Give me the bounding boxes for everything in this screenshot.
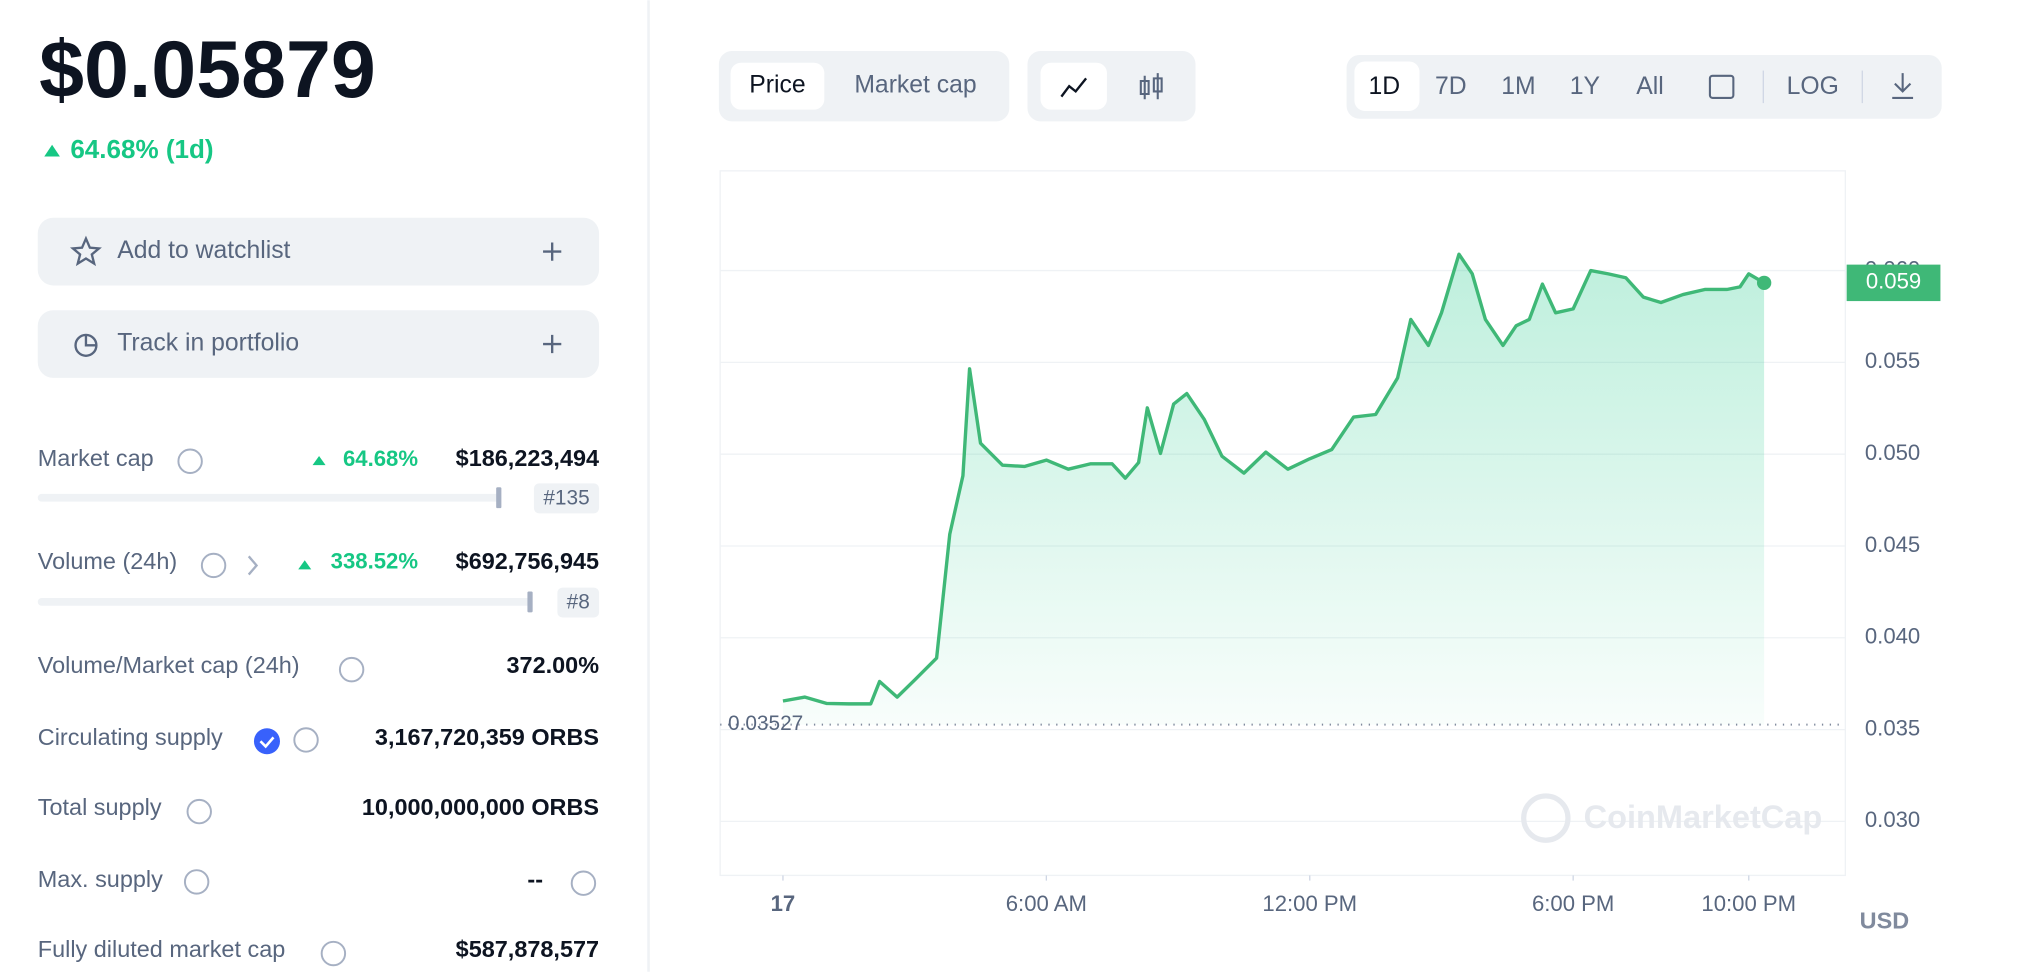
y-tick-label: 0.055	[1865, 348, 1920, 373]
range-group	[1346, 54, 1942, 119]
candle-icon[interactable]	[1139, 73, 1163, 100]
current-label: 0.059	[1866, 269, 1921, 294]
y-tick-label: 0.050	[1865, 440, 1920, 465]
rank-badge	[533, 483, 600, 514]
plot-frame	[719, 170, 1847, 877]
portfolio-button[interactable]	[37, 310, 600, 378]
stat-value: 3,167,720,359 ORBS	[375, 724, 599, 750]
star-icon	[69, 235, 102, 267]
range[interactable]: LOG	[1787, 73, 1839, 100]
x-tick-label: 12:00 PM	[1262, 891, 1357, 916]
button-label: Add to watchlist	[117, 237, 290, 264]
plus-icon	[543, 242, 562, 261]
plus-icon	[543, 334, 562, 354]
stat-value: --	[527, 866, 543, 892]
range[interactable]: 7D	[1435, 73, 1467, 100]
stat-value: 10,000,000,000 ORBS	[362, 794, 599, 820]
chevron[interactable]	[247, 555, 259, 576]
up-arrow	[312, 456, 326, 466]
button-label: Track in portfolio	[117, 330, 299, 357]
tab[interactable]: Price	[749, 72, 805, 99]
rank-bar	[37, 597, 533, 606]
stat-change: 338.52%	[331, 549, 419, 574]
verified-check	[259, 736, 275, 749]
info-icon	[186, 798, 212, 825]
info-icon	[570, 870, 597, 896]
pie-icon-slice	[84, 334, 97, 347]
range[interactable]: 1Y	[1570, 73, 1600, 100]
watermark-logo	[1521, 793, 1571, 843]
tab[interactable]: Market cap	[854, 72, 976, 99]
plot: 0.0300.0350.0400.0450.0500.0550.060176:0…	[720, 252, 1941, 933]
stat-label: Total supply	[38, 794, 162, 820]
stat-label: Market cap	[38, 445, 154, 471]
stat-label: Volume/Market cap (24h)	[38, 652, 300, 678]
y-tick-label: 0.040	[1865, 624, 1920, 649]
download-icon[interactable]	[1892, 73, 1914, 99]
stat-change: 64.68%	[343, 446, 418, 471]
calendar-icon[interactable]	[1708, 74, 1735, 99]
y-tick-label: 0.030	[1865, 807, 1920, 832]
range[interactable]: All	[1636, 73, 1664, 100]
info-icon	[177, 448, 203, 474]
stat-label: Max. supply	[38, 866, 163, 892]
currency: USD	[1860, 907, 1909, 933]
price: $0.05879	[39, 25, 376, 115]
x-tick-label: 17	[771, 891, 796, 916]
y-tick-label: 0.045	[1865, 532, 1920, 557]
rank-badge	[557, 587, 600, 618]
stat-value: $692,756,945	[456, 548, 599, 574]
range-selected[interactable]	[1354, 61, 1420, 111]
watermark: CoinMarketCap	[1584, 799, 1823, 835]
range[interactable]: 1M	[1501, 73, 1535, 100]
range[interactable]: 1D	[1369, 73, 1401, 100]
price-line	[782, 252, 1765, 706]
info-icon	[320, 940, 347, 967]
stat-value: $587,878,577	[456, 936, 599, 962]
stat-label: Fully diluted market cap	[38, 936, 286, 962]
stat-label: Circulating supply	[38, 724, 223, 750]
area	[782, 254, 1765, 725]
info-icon	[200, 552, 227, 579]
x-tick-label: 6:00 PM	[1532, 891, 1614, 916]
current-badge	[1846, 264, 1941, 302]
watchlist-button[interactable]	[37, 217, 600, 286]
price-change: 64.68% (1d)	[70, 134, 213, 164]
rank-bar	[37, 493, 502, 502]
x-tick-label: 10:00 PM	[1701, 891, 1796, 916]
rank-knob	[527, 591, 533, 613]
last-point	[1756, 275, 1772, 291]
verified-badge	[253, 728, 280, 755]
up-arrow	[44, 144, 60, 157]
stat-value: $186,223,494	[456, 445, 599, 471]
info-icon	[183, 869, 210, 895]
rank-knob	[496, 487, 502, 509]
info-icon	[338, 656, 365, 683]
low-label: 0.03527	[728, 712, 803, 735]
line-icon	[1060, 77, 1088, 98]
info-icon	[293, 727, 319, 753]
stat-label: Volume (24h)	[38, 548, 177, 574]
x-tick-label: 6:00 AM	[1006, 891, 1087, 916]
rank: #135	[543, 487, 589, 510]
up-arrow	[298, 560, 312, 570]
rank: #8	[567, 591, 590, 614]
stat-value: 372.00%	[507, 652, 600, 678]
tab-selected[interactable]	[730, 62, 825, 110]
y-tick-label: 0.035	[1865, 715, 1920, 740]
line-chart-button[interactable]	[1040, 62, 1107, 110]
